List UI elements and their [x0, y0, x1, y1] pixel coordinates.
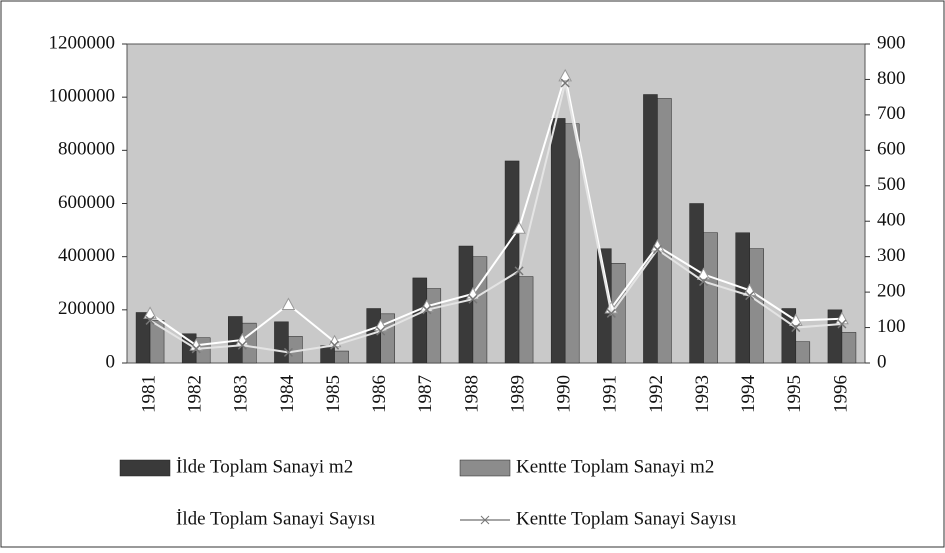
- bar: [518, 276, 534, 364]
- marker: [145, 315, 155, 325]
- y-tick-label: 200000: [58, 298, 115, 319]
- marker: [791, 323, 801, 333]
- y-tick-label: 600000: [58, 192, 115, 213]
- marker: [330, 340, 340, 350]
- y2-tick-label: 400: [877, 210, 906, 231]
- marker: [788, 313, 803, 326]
- marker: [837, 319, 847, 329]
- marker: [143, 306, 157, 319]
- marker: [560, 78, 570, 88]
- marker: [376, 326, 386, 336]
- x-tick-label: 1990: [554, 375, 575, 413]
- marker: [468, 294, 478, 304]
- marker: [745, 291, 755, 301]
- marker: [696, 267, 711, 280]
- x-tick-label: 1987: [415, 375, 436, 413]
- y2-tick-label: 800: [877, 68, 906, 89]
- x-tick-label: 1992: [646, 375, 667, 413]
- legend-swatch: [459, 459, 511, 477]
- x-tick-label: 1993: [692, 375, 713, 413]
- marker: [606, 308, 616, 318]
- legend-marker: [480, 515, 490, 525]
- legend-label: İlde Toplam Sanayi m2: [176, 456, 353, 477]
- marker: [512, 221, 526, 234]
- x-tick-label: 1989: [507, 375, 528, 413]
- bar: [472, 256, 488, 364]
- x-tick-label: 1988: [461, 375, 482, 413]
- y-tick-label: 400000: [58, 245, 115, 266]
- marker: [652, 245, 662, 255]
- marker: [283, 347, 293, 357]
- marker: [558, 68, 573, 82]
- x-tick-label: 1986: [369, 375, 390, 413]
- x-tick-label: 1984: [277, 375, 298, 414]
- marker: [191, 344, 201, 354]
- y-tick-label: 1000000: [49, 86, 116, 107]
- x-tick-label: 1995: [784, 375, 805, 413]
- bar: [458, 245, 474, 364]
- y2-tick-label: 200: [877, 280, 906, 301]
- bar: [703, 232, 718, 364]
- legend-label: Kentte Toplam Sanayi m2: [516, 456, 714, 477]
- y-tick-label: 0: [106, 351, 116, 372]
- bar: [412, 277, 428, 364]
- x-tick-label: 1996: [830, 375, 851, 413]
- y2-tick-label: 600: [877, 139, 906, 160]
- bar: [274, 321, 289, 364]
- x-tick-label: 1982: [185, 375, 206, 413]
- line: [149, 82, 843, 354]
- bar: [550, 118, 566, 364]
- legend-label: Kentte Toplam Sanayi Sayısı: [516, 508, 737, 529]
- bar: [795, 341, 811, 364]
- bar: [149, 320, 165, 364]
- y2-tick-label: 700: [877, 103, 906, 124]
- x-tick-label: 1994: [738, 375, 759, 414]
- bar: [564, 123, 580, 364]
- y2-tick-label: 500: [877, 174, 906, 195]
- legend-label: İlde Toplam Sanayi Sayısı: [176, 508, 375, 529]
- y2-tick-label: 0: [877, 351, 887, 372]
- y2-tick-label: 100: [877, 316, 906, 337]
- x-tick-label: 1985: [323, 375, 344, 413]
- marker: [699, 276, 709, 287]
- bar: [135, 312, 151, 364]
- bar: [841, 332, 857, 364]
- x-tick-label: 1991: [600, 375, 621, 413]
- bar: [504, 160, 520, 364]
- bar: [749, 248, 764, 364]
- marker: [281, 297, 296, 311]
- line: [149, 75, 842, 347]
- bar: [657, 98, 672, 364]
- marker: [237, 340, 247, 350]
- y2-tick-label: 900: [877, 32, 906, 53]
- x-tick-label: 1981: [138, 375, 159, 413]
- y-tick-label: 1200000: [49, 32, 116, 53]
- legend-swatch: [119, 459, 171, 477]
- x-tick-label: 1983: [231, 375, 252, 413]
- bar: [334, 350, 349, 364]
- y2-tick-label: 300: [877, 245, 906, 266]
- bar: [426, 288, 442, 364]
- marker: [422, 305, 432, 315]
- marker: [514, 266, 524, 276]
- bar: [643, 94, 658, 364]
- y-tick-label: 800000: [58, 139, 115, 160]
